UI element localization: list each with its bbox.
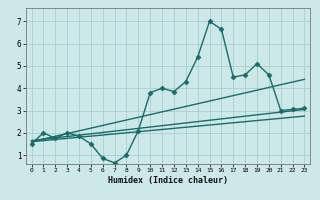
X-axis label: Humidex (Indice chaleur): Humidex (Indice chaleur) [108,176,228,185]
